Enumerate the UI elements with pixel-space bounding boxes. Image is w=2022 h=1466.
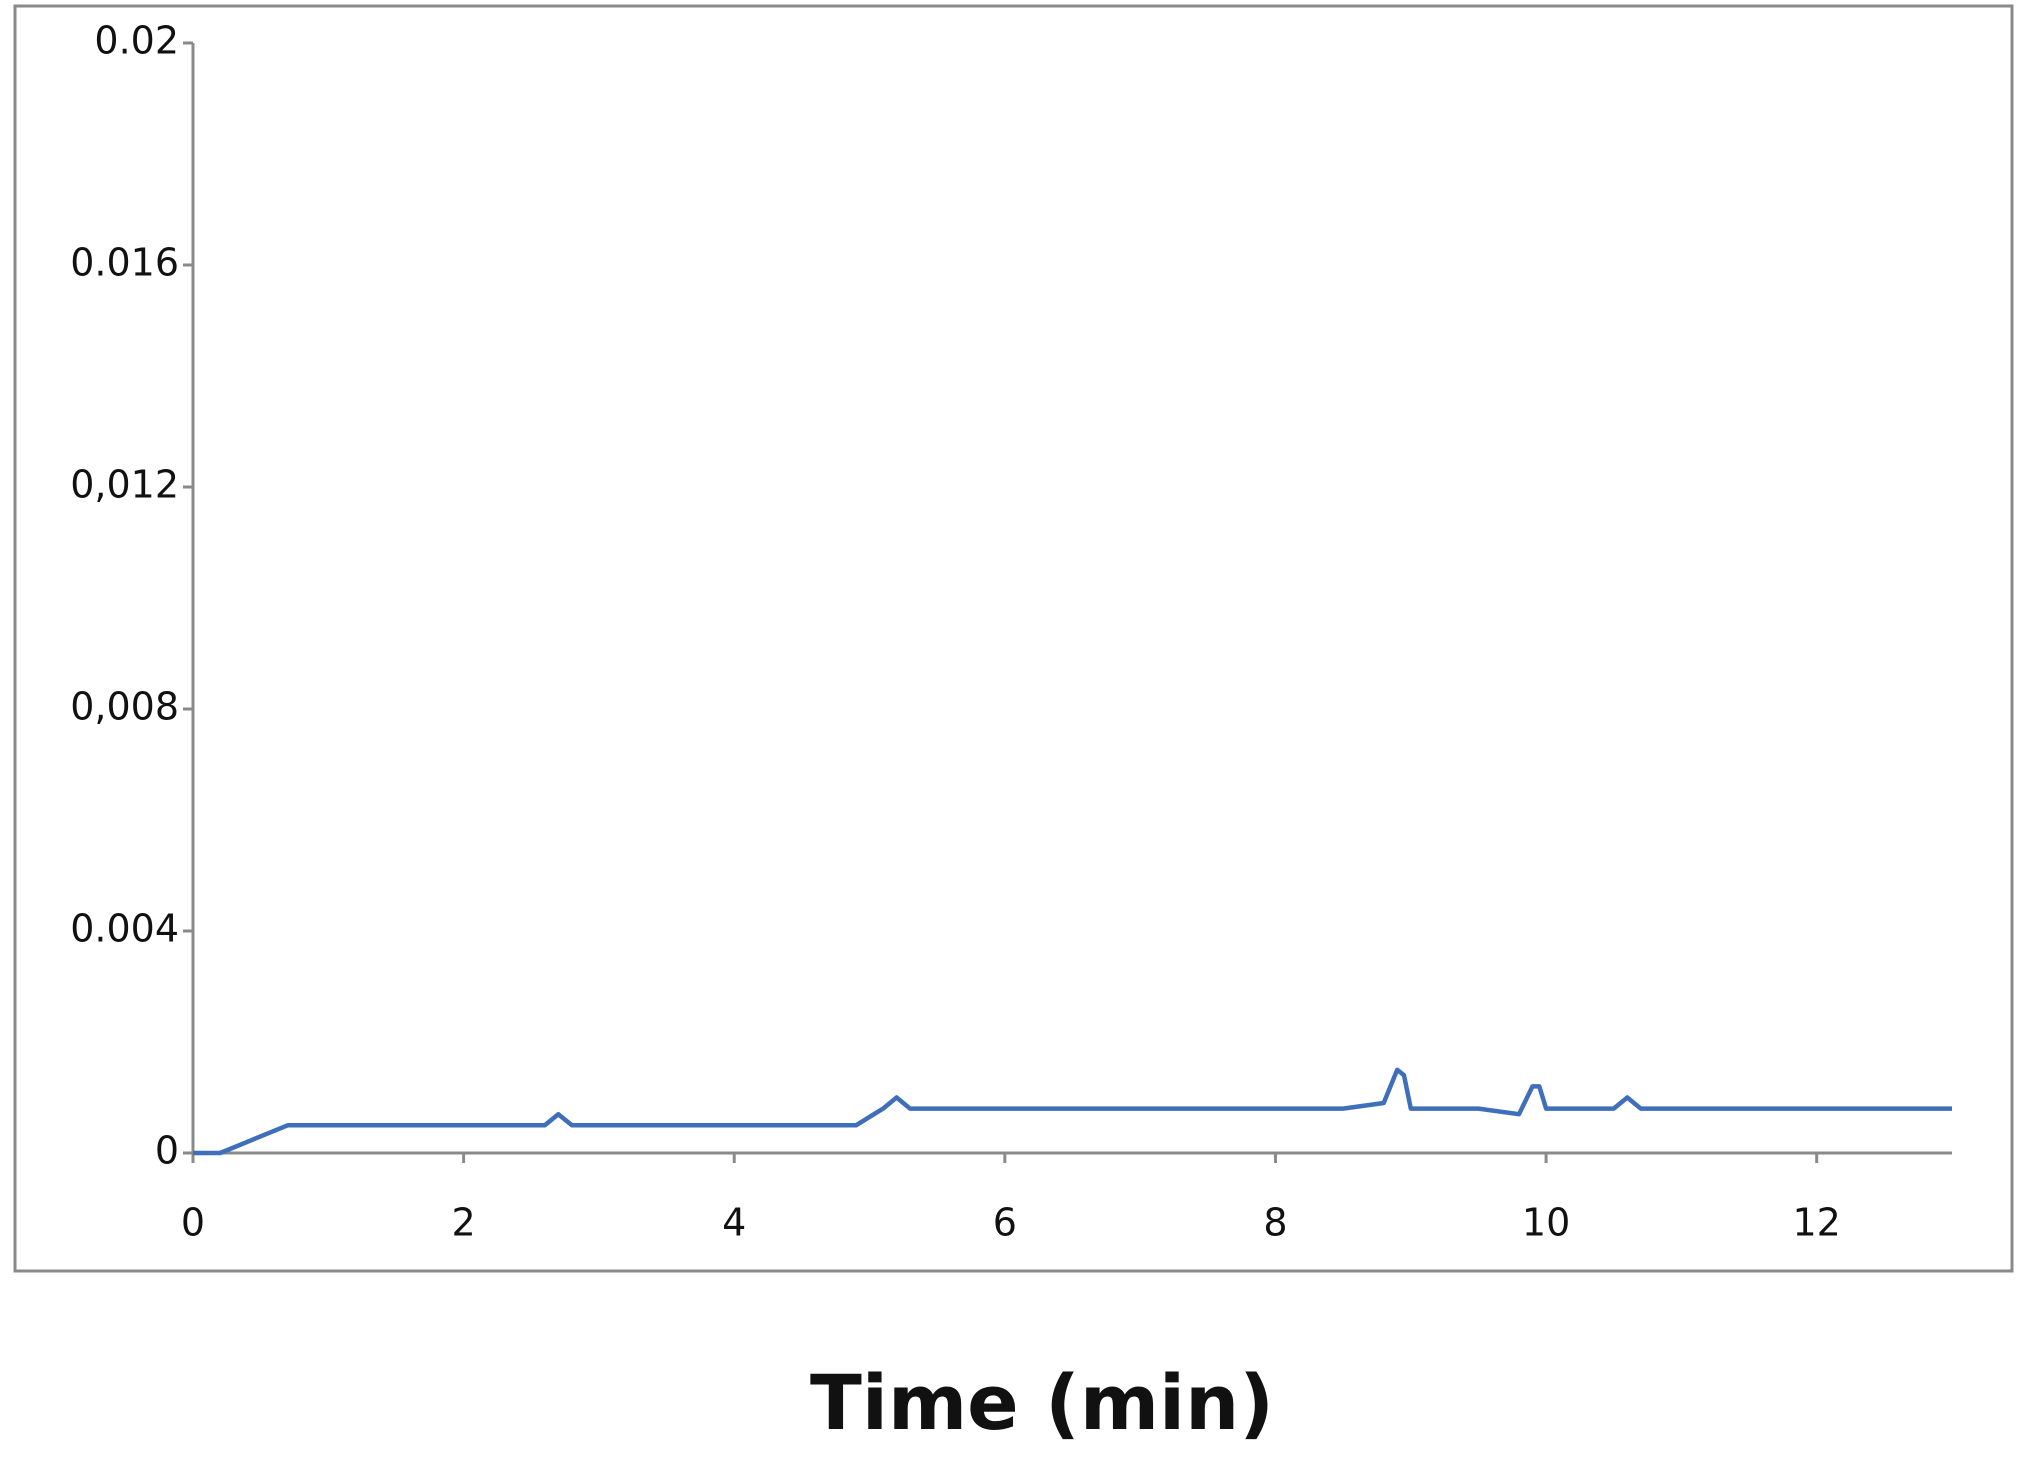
y-tick-label: 0,012: [70, 463, 179, 507]
x-tick-label: 12: [1793, 1201, 1841, 1245]
x-tick-label: 10: [1522, 1201, 1570, 1245]
x-axis-title: Time (min): [810, 1358, 1274, 1447]
x-tick-label: 8: [1263, 1201, 1287, 1245]
chart-border: [13, 4, 2014, 1273]
y-tick-label: 0.02: [94, 19, 179, 63]
y-tick-label: 0.016: [70, 241, 179, 285]
y-tick-label: 0: [155, 1129, 179, 1173]
y-tick-label: 0,008: [70, 685, 179, 729]
x-tick-label: 0: [181, 1201, 205, 1245]
x-tick-label: 2: [452, 1201, 476, 1245]
x-tick-label: 6: [993, 1201, 1017, 1245]
data-line: [193, 1067, 1952, 1156]
y-tick-label: 0.004: [70, 907, 179, 951]
x-tick-label: 4: [722, 1201, 746, 1245]
